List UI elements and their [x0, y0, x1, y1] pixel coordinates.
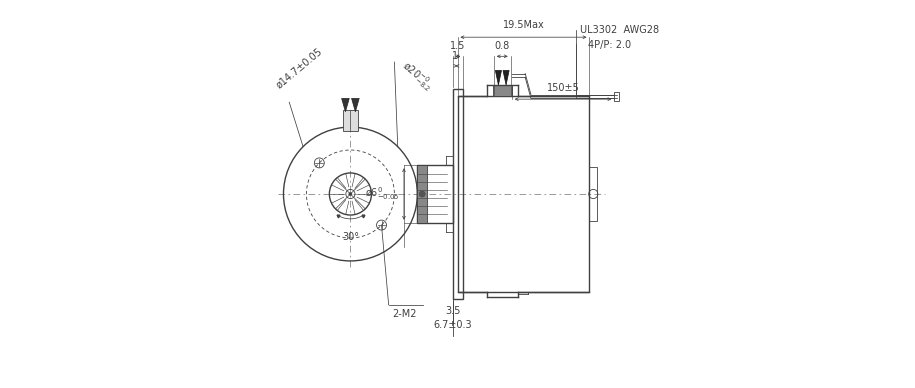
Text: 150±5: 150±5 [546, 83, 579, 94]
Text: 6.7±0.3: 6.7±0.3 [433, 320, 472, 330]
Bar [453, 89, 463, 299]
Text: 2-M2: 2-M2 [393, 309, 417, 319]
Bar [492, 85, 511, 97]
Polygon shape [351, 99, 360, 112]
Circle shape [349, 192, 352, 196]
Polygon shape [503, 71, 509, 85]
Polygon shape [341, 99, 350, 112]
Text: ø20$^{-0}_{-8.2}$: ø20$^{-0}_{-8.2}$ [398, 58, 436, 94]
Text: 19.5Max: 19.5Max [502, 20, 544, 30]
Text: 30°: 30° [342, 232, 359, 242]
Text: 1: 1 [452, 51, 458, 61]
Text: ø14.7±0.05: ø14.7±0.05 [274, 47, 324, 91]
Bar [589, 167, 597, 221]
Text: 0.8: 0.8 [495, 41, 510, 50]
Text: 1.5: 1.5 [450, 41, 466, 50]
Text: 4P/P: 2.0: 4P/P: 2.0 [587, 40, 630, 50]
Bar [458, 97, 589, 291]
Bar [417, 165, 427, 223]
Bar [417, 165, 453, 223]
Text: ø6$^{0}_{-0.05}$: ø6$^{0}_{-0.05}$ [365, 185, 399, 203]
Polygon shape [495, 71, 501, 85]
Text: 3.5: 3.5 [445, 307, 460, 316]
Circle shape [419, 191, 425, 197]
Bar [343, 110, 358, 131]
Text: UL3302  AWG28: UL3302 AWG28 [580, 24, 659, 35]
Bar [614, 92, 619, 101]
